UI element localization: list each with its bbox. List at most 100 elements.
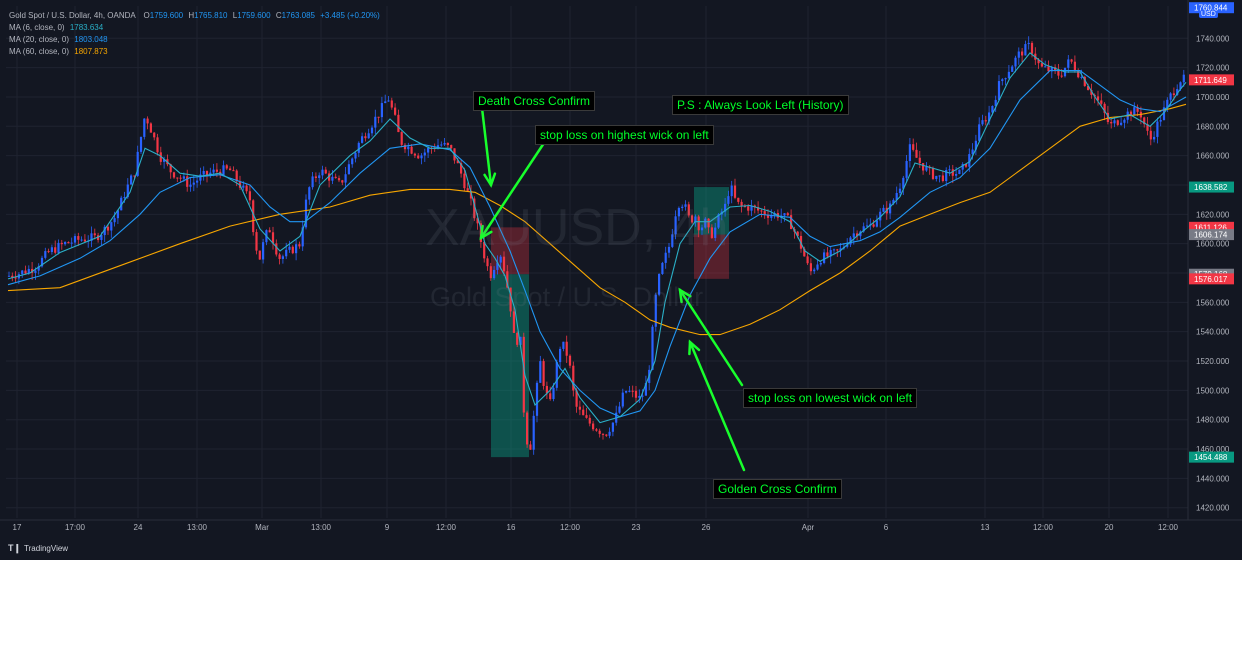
bull-candle xyxy=(370,127,374,134)
bear-candle xyxy=(964,164,968,167)
bull-candle xyxy=(1133,107,1136,116)
arrow-head xyxy=(483,172,497,188)
low-value: 1759.600 xyxy=(237,11,271,20)
y-tick-label: 1480.000 xyxy=(1196,416,1230,425)
bear-candle xyxy=(1103,103,1106,113)
bull-candle xyxy=(351,158,354,165)
low-label: L xyxy=(232,11,238,20)
x-tick-label: 12:00 xyxy=(436,523,457,532)
price-chart[interactable]: 1420.000 1440.000 1460.000 1480.000 1500.000… xyxy=(0,0,1242,560)
bull-candle xyxy=(1001,79,1004,82)
bear-candle xyxy=(1100,100,1103,104)
bull-candle xyxy=(1027,42,1030,45)
bull-candle xyxy=(126,184,129,198)
bull-candle xyxy=(1044,66,1047,68)
bull-candle xyxy=(318,175,321,179)
bull-candle xyxy=(123,197,126,199)
bull-candle xyxy=(674,216,677,235)
bull-candle xyxy=(1156,121,1159,137)
bull-candle xyxy=(443,143,446,145)
y-tick-label: 1420.000 xyxy=(1196,504,1230,513)
bull-candle xyxy=(209,172,212,176)
bear-candle xyxy=(826,252,829,257)
bull-candle xyxy=(90,233,93,241)
x-tick-label: 12:00 xyxy=(560,523,581,532)
bear-candle xyxy=(790,215,793,230)
bear-candle xyxy=(179,177,182,179)
bull-candle xyxy=(21,270,24,275)
bear-candle xyxy=(377,116,380,118)
y-tick-label: 1740.000 xyxy=(1196,34,1230,43)
bull-candle xyxy=(783,213,786,216)
bull-candle xyxy=(202,170,205,175)
bull-candle xyxy=(559,348,562,363)
bear-candle xyxy=(549,393,552,400)
bull-candle xyxy=(420,155,423,159)
bull-candle xyxy=(651,326,654,370)
bull-candle xyxy=(714,227,717,238)
bear-candle xyxy=(275,243,278,255)
bear-candle xyxy=(324,169,327,174)
bull-candle xyxy=(304,199,308,228)
bull-candle xyxy=(423,152,426,156)
ma-label: MA (20, close, 0) xyxy=(9,35,70,44)
bear-candle xyxy=(417,155,420,159)
bull-candle xyxy=(37,266,40,271)
bull-candle xyxy=(100,235,103,240)
bear-candle xyxy=(83,239,86,242)
bull-candle xyxy=(974,140,977,150)
legend-ma-row[interactable]: MA (20, close, 0) 1803.048 xyxy=(9,34,380,46)
symbol-title: Gold Spot / U.S. Dollar, 4h, OANDA xyxy=(9,11,136,20)
bull-candle xyxy=(849,237,852,245)
x-tick-label: Mar xyxy=(255,523,269,532)
x-tick-label: 23 xyxy=(632,523,641,532)
bear-candle xyxy=(446,143,449,146)
annotation-stop-high: stop loss on highest wick on left xyxy=(535,125,714,145)
bull-candle xyxy=(945,169,948,182)
bear-candle xyxy=(572,365,575,391)
legend-ma-row[interactable]: MA (60, close, 0) 1807.873 xyxy=(9,46,380,58)
bull-candle xyxy=(750,205,753,211)
bear-candle xyxy=(526,412,529,445)
arrow-shaft xyxy=(688,340,746,472)
bull-candle xyxy=(295,244,298,254)
bull-candle xyxy=(7,275,11,277)
bull-candle xyxy=(813,269,816,272)
bear-candle xyxy=(1060,75,1063,77)
tradingview-brand[interactable]: T❙ TradingView xyxy=(8,543,68,554)
bear-candle xyxy=(483,242,486,259)
currency-button[interactable]: USD xyxy=(1199,11,1218,18)
bull-candle xyxy=(143,118,146,137)
bear-candle xyxy=(697,216,700,231)
bull-candle xyxy=(1014,57,1017,67)
x-tick-label: Apr xyxy=(802,523,815,532)
bear-candle xyxy=(255,232,258,251)
bear-candle xyxy=(506,271,509,288)
legend-ma-row[interactable]: MA (6, close, 0) 1783.634 xyxy=(9,22,380,34)
bull-candle xyxy=(242,185,245,188)
bull-candle xyxy=(130,175,133,185)
bear-candle xyxy=(278,254,281,259)
bear-candle xyxy=(291,246,294,254)
bull-candle xyxy=(182,176,185,179)
price-tag-label: 1576.017 xyxy=(1194,275,1228,284)
bull-candle xyxy=(384,101,387,104)
bear-candle xyxy=(397,114,400,133)
price-tag-label: 1611.126 xyxy=(1194,223,1227,232)
bull-candle xyxy=(407,146,410,150)
bear-candle xyxy=(588,417,591,424)
bull-candle xyxy=(301,227,304,247)
chart-frame[interactable]: 1420.000 1440.000 1460.000 1480.000 1500.000… xyxy=(0,0,1242,560)
bull-candle xyxy=(667,246,671,253)
bear-candle xyxy=(747,206,750,211)
bull-candle xyxy=(120,197,123,211)
bear-candle xyxy=(691,215,694,223)
y-tick-label: 1460.000 xyxy=(1196,445,1230,454)
legend-symbol-row[interactable]: Gold Spot / U.S. Dollar, 4h, OANDA O1759… xyxy=(9,10,380,22)
bull-candle xyxy=(608,431,611,436)
bear-candle xyxy=(786,213,789,216)
bear-candle xyxy=(1030,42,1034,54)
bull-candle xyxy=(955,173,958,176)
bull-candle xyxy=(905,161,908,178)
bear-candle xyxy=(334,176,337,179)
